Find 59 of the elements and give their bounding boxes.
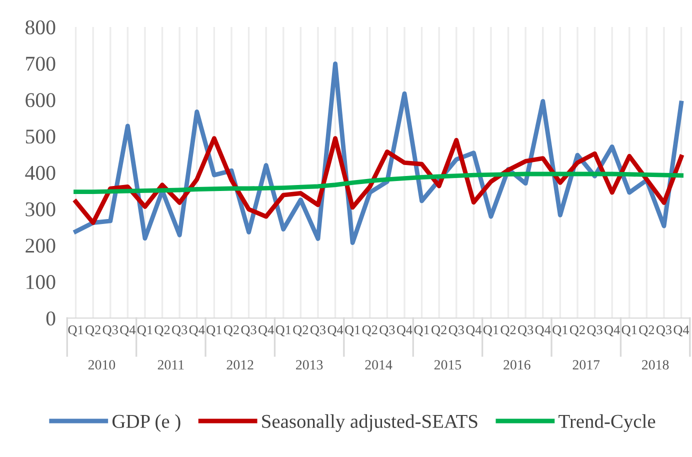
legend-label: Seasonally adjusted-SEATS xyxy=(262,414,478,432)
x-tick-label: Q3 xyxy=(587,325,602,336)
y-tick-label: 200 xyxy=(26,238,56,253)
y-tick-label: 0 xyxy=(46,311,56,326)
y-tick-label: 100 xyxy=(26,275,56,290)
x-tick-label: Q4 xyxy=(535,325,551,336)
x-tick-label: Q2 xyxy=(86,325,100,336)
x-tick-label: Q3 xyxy=(241,325,256,336)
y-tick-label: 500 xyxy=(26,130,56,144)
x-tick-label: Q2 xyxy=(154,325,170,336)
x-tick-label: Q1 xyxy=(552,325,568,336)
x-tick-label: Q3 xyxy=(310,325,326,336)
text: 2017 xyxy=(572,360,600,370)
y-tick-label: 800 xyxy=(26,20,56,34)
text: 2010 xyxy=(88,360,116,370)
x-tick-label: Q4 xyxy=(120,325,136,336)
x-tick-label: Q3 xyxy=(448,325,464,336)
y-tick-label: 600 xyxy=(26,93,56,108)
x-tick-label: Q1 xyxy=(345,325,360,336)
x-tick-label: Q3 xyxy=(172,325,188,336)
x-tick-label: Q4 xyxy=(328,325,344,336)
legend-label: GDP (e ) xyxy=(112,414,180,432)
x-tick-label: Q2 xyxy=(500,325,516,336)
x-tick-label: Q4 xyxy=(258,325,274,336)
y-tick-label: 400 xyxy=(25,166,56,180)
line-series xyxy=(74,136,684,225)
x-tick-label: Q2 xyxy=(570,325,585,336)
x-tick-label: Q1 xyxy=(137,325,152,336)
text: 2015 xyxy=(434,360,462,370)
text: 2016 xyxy=(504,360,530,370)
text: 2018 xyxy=(642,360,669,370)
x-tick-label: Q2 xyxy=(639,325,654,336)
x-tick-label: Q1 xyxy=(414,325,430,336)
x-tick-label: Q4 xyxy=(466,325,482,336)
x-tick-label: Q2 xyxy=(362,325,378,336)
x-tick-label: Q2 xyxy=(293,325,308,336)
x-tick-label: Q2 xyxy=(432,325,446,336)
x-tick-label: Q3 xyxy=(380,325,395,336)
x-tick-label: Q4 xyxy=(674,325,690,336)
y-tick-label: 300 xyxy=(26,202,56,216)
x-tick-label: Q3 xyxy=(518,325,534,336)
x-tick-label: Q4 xyxy=(396,325,412,336)
x-tick-label: Q2 xyxy=(224,325,239,336)
text: 2011 xyxy=(158,360,184,370)
legend-label: Trend-Cycle xyxy=(558,414,656,432)
x-tick-label: Q1 xyxy=(206,325,222,336)
x-tick-label: Q3 xyxy=(656,325,672,336)
x-tick-label: Q1 xyxy=(483,325,498,336)
x-tick-label: Q3 xyxy=(102,325,118,336)
x-tick-label: Q4 xyxy=(189,325,205,336)
x-tick-label: Q1 xyxy=(68,325,84,336)
x-tick-label: Q1 xyxy=(622,325,637,336)
text: 2014 xyxy=(365,360,392,370)
text: 2013 xyxy=(296,360,323,370)
line-series xyxy=(74,172,684,194)
y-tick-label: 700 xyxy=(26,56,56,71)
x-tick-label: Q1 xyxy=(276,325,291,336)
text: 2012 xyxy=(226,360,254,370)
x-tick-label: Q4 xyxy=(604,325,620,336)
